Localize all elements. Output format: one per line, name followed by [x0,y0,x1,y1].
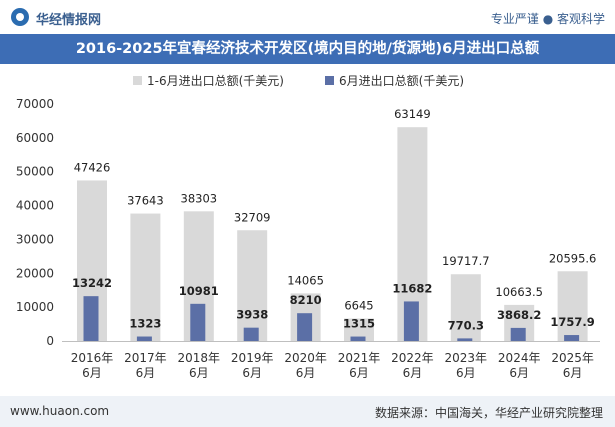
footer-source: 数据来源：中国海关，华经产业研究院整理 [374,406,603,420]
data-label-cumulative: 6645 [344,299,373,313]
data-label-cumulative: 63149 [394,107,431,121]
y-tick-label: 60000 [16,131,54,145]
x-tick-label: 2017年 6月 [124,351,167,380]
bar-month [457,338,473,341]
bar-month [83,296,99,341]
data-label-month: 13242 [72,276,112,290]
bar-chart: 1-6月进出口总额(千美元) 6月进出口总额(千美元) 0 10000 20000 300… [16,74,600,380]
x-tick-label: 2025年 6月 [551,351,594,380]
bar-month [403,301,419,341]
y-tick-label: 50000 [16,165,54,179]
bar-cumulative [450,274,481,341]
bar-month [350,336,366,341]
data-label-cumulative: 37643 [127,194,164,208]
data-label-month: 1323 [129,317,161,331]
data-label-cumulative: 20595.6 [549,251,597,265]
data-label-month: 3938 [236,308,268,322]
logo-icon [11,8,29,26]
data-label-month: 1315 [343,317,375,331]
data-label-month: 10981 [179,284,219,298]
data-label-cumulative: 32709 [234,210,271,224]
x-tick-label: 2024年 6月 [498,351,541,380]
legend-label-month: 6月进出口总额(千美元) [339,74,464,88]
bar-month [243,327,259,341]
x-tick-label: 2019年 6月 [231,351,274,380]
y-tick-label: 30000 [16,232,54,246]
y-tick-label: 70000 [16,97,54,111]
brand-name: 华经情报网 [36,13,102,28]
y-tick-label: 20000 [16,266,54,280]
x-tick-label: 2023年 6月 [445,351,488,380]
header-bar: 华经情报网 专业严谨 ● 客观科学 [0,0,615,34]
data-label-cumulative: 14065 [287,273,324,287]
y-tick-label: 0 [46,334,54,348]
legend-label-cumulative: 1-6月进出口总额(千美元) [147,74,284,88]
title-bar: 2016-2025年宜春经济技术开发区(境内目的地/货源地)6月进出口总额 [0,34,615,64]
data-label-month: 11682 [392,281,432,295]
data-label-cumulative: 10663.5 [495,285,543,299]
chart-title: 2016-2025年宜春经济技术开发区(境内目的地/货源地)6月进出口总额 [75,41,540,57]
legend-swatch-cumulative [133,76,142,85]
bar-month [564,335,580,341]
x-tick-label: 2022年 6月 [391,351,434,380]
bar-cumulative [344,318,374,341]
x-tick-label: 2018年 6月 [178,351,221,380]
bar-cumulative [557,271,588,341]
x-tick-label: 2016年 6月 [71,351,114,380]
bar-month [190,303,206,341]
footer-bar: www.huaon.com 数据来源：中国海关，华经产业研究院整理 [0,396,615,427]
legend-swatch-month [325,76,334,85]
footer-website: www.huaon.com [10,404,110,418]
bar-cumulative [237,230,268,341]
data-label-cumulative: 38303 [181,191,218,205]
data-label-cumulative: 47426 [74,160,111,174]
bar-month [297,313,313,341]
y-tick-label: 40000 [16,199,54,213]
x-tick-label: 2021年 6月 [338,351,381,380]
data-label-month: 770.3 [448,318,484,332]
data-label-cumulative: 19717.7 [442,254,490,268]
data-label-month: 1757.9 [550,315,594,329]
slogan: 专业严谨 ● 客观科学 [490,12,605,26]
bar-cumulative [130,213,161,341]
bar-month [136,336,152,341]
bar-month [510,327,526,341]
data-label-month: 8210 [290,293,322,307]
x-tick-label: 2020年 6月 [284,351,327,380]
data-label-month: 3868.2 [497,308,541,322]
y-tick-label: 10000 [16,300,54,314]
